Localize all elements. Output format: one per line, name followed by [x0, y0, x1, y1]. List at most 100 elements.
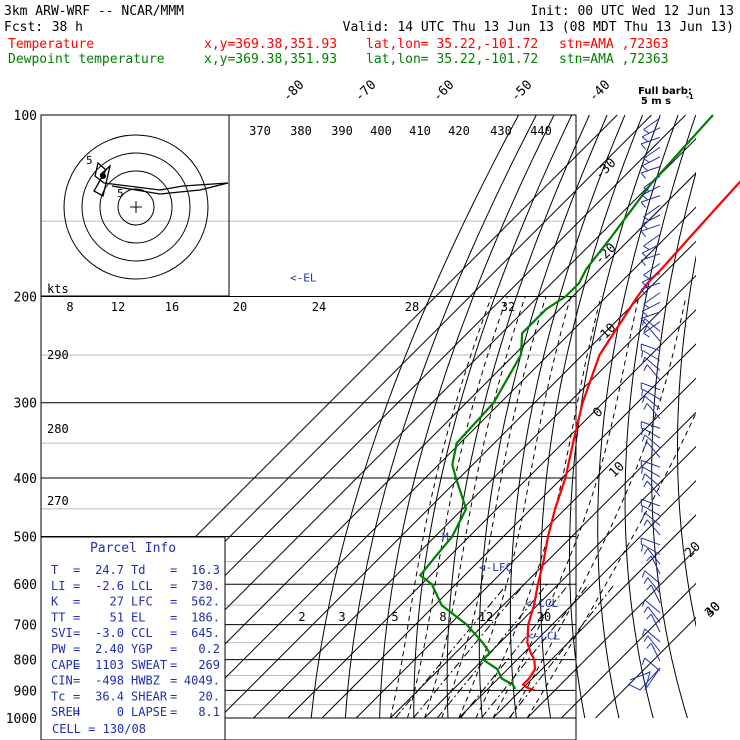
mixing-ratio-line	[413, 583, 525, 719]
pressure-label: 700	[14, 619, 37, 634]
isotherm-label: -40	[586, 78, 613, 105]
parcel-eq: =	[73, 642, 80, 656]
moist-adiabat	[475, 296, 602, 719]
isotherm-label: -70	[352, 78, 379, 105]
wind-barb-flag	[641, 657, 646, 665]
wind-barb-flag	[640, 143, 646, 150]
wind-barb-staff	[644, 318, 661, 332]
parcel-eq: =	[73, 689, 80, 703]
parcel-key: EL	[131, 610, 145, 624]
wind-barb-staff	[650, 555, 661, 575]
parcel-value: 0.2	[198, 642, 220, 656]
wind-barb-flag	[641, 357, 646, 365]
dry-adiabat	[569, 115, 661, 719]
mixing-ratio-line	[481, 583, 589, 719]
theta-label: 280	[47, 422, 69, 436]
dry-adiabat	[379, 115, 555, 719]
dew-legend-xy: x,y=369.38,351.93	[204, 52, 337, 67]
temp-legend-label: Temperature	[8, 37, 94, 52]
wind-barb-staff	[640, 224, 661, 232]
level-marker: <-LCL	[527, 630, 560, 643]
pressure-label: 200	[14, 291, 37, 306]
wind-barb-staff	[643, 117, 661, 130]
hodograph-speed-label: 16	[165, 300, 179, 314]
wind-legend-exp: -1	[686, 93, 694, 101]
wind-barb-staff	[643, 321, 661, 334]
wind-barb-staff	[641, 459, 661, 468]
parcel-info-title: Parcel Info	[90, 541, 176, 556]
isotherm-label: -60	[430, 78, 457, 105]
hodograph-units: kts	[47, 282, 69, 296]
isotherm	[150, 172, 696, 719]
wind-barb-staff	[644, 473, 661, 487]
dry-adiabat	[509, 115, 626, 719]
parcel-eq: =	[73, 610, 80, 624]
theta-label: 420	[448, 124, 470, 138]
level-markers: <-EL <-LFC <-CCL <-LCL M	[290, 272, 560, 643]
parcel-cell: CELL = 130/08	[52, 722, 146, 736]
wind-barb-staff	[640, 311, 661, 319]
wind-barb-staff	[643, 233, 661, 247]
mixing-ratio-line	[436, 583, 548, 719]
parcel-value: 36.4	[95, 689, 124, 703]
dew-legend-stn: stn=AMA ,72363	[559, 52, 669, 67]
mixing-ratio-label: 12	[479, 610, 493, 624]
parcel-key: T	[51, 563, 58, 577]
wind-barb-flag	[641, 311, 648, 317]
parcel-value: 24.7	[95, 563, 124, 577]
parcel-eq: =	[73, 705, 80, 719]
dry-adiabat	[727, 115, 740, 718]
wind-barb-flag	[643, 332, 650, 338]
wind-barb-flag	[641, 223, 648, 230]
wind-barb-flag	[641, 389, 644, 397]
mixing-ratio-label: 2	[298, 610, 305, 624]
wind-barb-staff	[647, 635, 661, 652]
wind-barb-staff	[641, 421, 661, 429]
wind-barb-staff	[644, 570, 661, 584]
parcel-value: 562.	[191, 595, 220, 609]
pressure-label: 500	[14, 530, 37, 545]
theta-label: 270	[47, 494, 69, 508]
parcel-key: LI	[51, 579, 65, 593]
wind-barb-flag	[643, 158, 650, 163]
theta-label: 390	[331, 124, 353, 138]
dry-adiabat	[310, 115, 520, 719]
parcel-eq: =	[170, 610, 177, 624]
parcel-key: LFC	[131, 595, 153, 609]
pressure-label: 600	[14, 578, 37, 593]
wind-barb-staff	[641, 301, 661, 312]
parcel-value: -2.6	[95, 579, 124, 593]
model-title: 3km ARW-WRF -- NCAR/MMM	[4, 4, 184, 19]
level-marker: <-CCL	[525, 597, 558, 610]
theta-label: 380	[290, 124, 312, 138]
isotherm-label: -30	[592, 156, 619, 183]
parcel-key: SWEAT	[131, 658, 167, 672]
dry-adiabat	[651, 170, 696, 719]
wind-barb-staff	[646, 519, 661, 536]
parcel-eq: =	[170, 705, 177, 719]
dry-adiabat	[677, 254, 696, 628]
pressure-label: 1000	[6, 712, 37, 727]
wind-barb-cluster	[627, 667, 661, 691]
isotherm	[492, 514, 696, 719]
wind-barb-staff	[641, 214, 661, 225]
wind-legend-title: Full barb:	[638, 86, 692, 97]
wind-barb-flag	[643, 364, 648, 371]
wind-barb-staff	[643, 175, 661, 189]
parcel-key: SHEAR	[131, 689, 168, 703]
isotherm	[526, 548, 696, 719]
mixing-ratio-label: 20	[537, 610, 551, 624]
wind-barb-flag	[641, 628, 646, 636]
hodograph: 5 5 kts 8 12 16 20 24 28 32	[41, 115, 515, 314]
wind-barb-staff	[640, 166, 661, 174]
isotherm-label: -80	[280, 78, 307, 105]
init-time: Init: 00 UTC Wed 12 Jun 13	[531, 4, 735, 19]
hodograph-speed-label: 8	[66, 300, 73, 314]
wind-barb-staff	[641, 272, 661, 283]
valid-time: Valid: 14 UTC Thu 13 Jun 13 (08 MDT Thu …	[343, 20, 734, 35]
isotherm	[561, 582, 696, 719]
hodograph-ring-label: 5	[117, 187, 124, 200]
parcel-eq: =	[170, 642, 177, 656]
pressure-label: 800	[14, 654, 37, 669]
parcel-key: PW	[51, 642, 66, 656]
